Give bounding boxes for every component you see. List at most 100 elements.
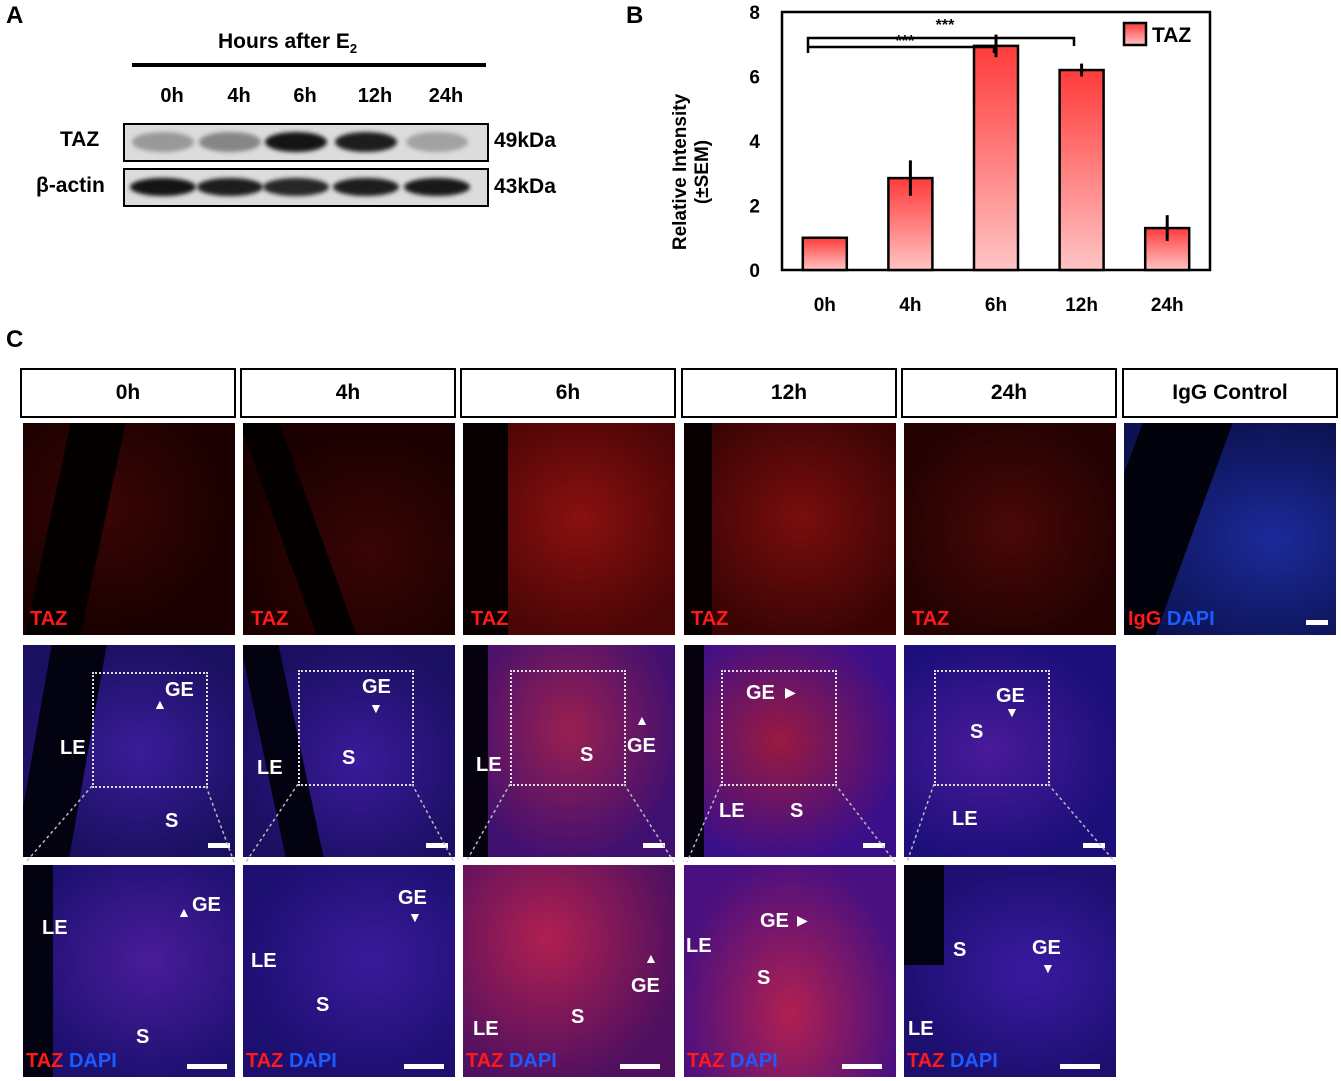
scale-bar: [620, 1064, 660, 1069]
significance-stars: ***: [896, 33, 915, 50]
s-label: S: [580, 744, 594, 766]
dapi-label: DAPI: [288, 1050, 337, 1072]
le-label: LE: [686, 935, 712, 957]
ge-label: GE: [192, 894, 221, 916]
blot-header: Hours after E2: [218, 30, 357, 56]
y-tick-label: 8: [749, 3, 760, 24]
lumen: [684, 423, 712, 635]
merge-stain-label: TAZ DAPI: [907, 1050, 998, 1073]
column-header: 0h: [20, 368, 236, 418]
taz-label: TAZ: [26, 1050, 64, 1072]
ge-label: GE: [746, 682, 775, 704]
arrowhead: ▶: [785, 684, 796, 700]
scale-bar: [643, 843, 665, 848]
taz-stain-label: TAZ: [691, 608, 729, 630]
micrograph-taz-4h: [243, 423, 455, 635]
dapi-label: DAPI: [68, 1050, 117, 1072]
blot-size-label: 43kDa: [494, 175, 556, 198]
bar-chart: 0 2 4 6 8 0h 4h 6h 12h 24h *** *** TAZ: [749, 3, 1212, 316]
le-label: LE: [719, 800, 745, 822]
merge-stain-label: TAZ DAPI: [246, 1050, 337, 1073]
le-label: LE: [251, 950, 277, 972]
legend-label: TAZ: [1152, 24, 1191, 47]
dapi-label: DAPI: [729, 1050, 778, 1072]
zoom-region-box: [510, 670, 626, 786]
bar: [1058, 68, 1105, 272]
blot-header-subscript: 2: [349, 41, 358, 57]
column-header: 4h: [240, 368, 456, 418]
micrograph-merge-0h: [23, 645, 235, 857]
blot-size-label: 49kDa: [494, 129, 556, 152]
scale-bar: [208, 843, 230, 848]
blot-band: [199, 132, 261, 152]
significance-bracket: [806, 36, 1076, 46]
lane-label: 0h: [160, 85, 184, 107]
s-label: S: [165, 810, 179, 832]
ge-label: GE: [398, 887, 427, 909]
le-label: LE: [60, 737, 86, 759]
zoom-region-box: [298, 670, 414, 786]
dapi-label: DAPI: [1166, 608, 1215, 630]
lane-label: 4h: [227, 85, 251, 107]
blot-band: [130, 178, 196, 196]
taz-stain-label: TAZ: [912, 608, 950, 630]
panel-b-letter: B: [626, 2, 644, 29]
igg-dapi-label: IgG DAPI: [1128, 608, 1215, 631]
bar: [972, 44, 1020, 272]
scale-bar: [187, 1064, 227, 1069]
lane-label: 12h: [357, 85, 393, 107]
lumen: [684, 645, 704, 857]
lumen: [23, 865, 53, 1077]
s-label: S: [757, 967, 771, 989]
micrograph-taz-0h: [23, 423, 235, 635]
column-header: 12h: [681, 368, 897, 418]
arrowhead: ▶: [797, 912, 808, 928]
lumen: [463, 645, 488, 857]
significance-stars: ***: [936, 17, 955, 34]
arrowhead: ▼: [1041, 960, 1055, 976]
ge-label: GE: [165, 679, 194, 701]
blot-header-line: [132, 63, 486, 67]
bar: [801, 236, 849, 272]
s-label: S: [316, 994, 330, 1016]
taz-blot: [123, 123, 489, 162]
ge-label: GE: [996, 685, 1025, 707]
column-header: IgG Control: [1122, 368, 1338, 418]
taz-label: TAZ: [687, 1050, 725, 1072]
taz-stain-label: TAZ: [251, 608, 289, 630]
le-label: LE: [42, 917, 68, 939]
ge-label: GE: [1032, 937, 1061, 959]
le-label: LE: [476, 754, 502, 776]
blot-band: [335, 132, 397, 152]
merge-stain-label: TAZ DAPI: [466, 1050, 557, 1073]
igg-label: IgG: [1128, 608, 1162, 630]
blot-band: [406, 132, 468, 152]
le-label: LE: [908, 1018, 934, 1040]
micrograph-zoom-4h: [243, 865, 455, 1077]
x-tick-label: 0h: [814, 295, 836, 316]
legend-swatch: [1122, 21, 1148, 47]
actin-blot: [123, 168, 489, 207]
scale-bar: [842, 1064, 882, 1069]
scale-bar: [1083, 843, 1105, 848]
scale-bar: [1060, 1064, 1100, 1069]
taz-label: TAZ: [246, 1050, 284, 1072]
micrograph-taz-12h: [684, 423, 896, 635]
micrograph-igg-control: [1124, 423, 1336, 635]
blot-row-label: TAZ: [60, 128, 100, 151]
column-header: 6h: [460, 368, 676, 418]
blot-band: [263, 178, 329, 196]
blot-band: [132, 132, 194, 152]
dapi-label: DAPI: [508, 1050, 557, 1072]
x-tick-label: 24h: [1151, 295, 1184, 316]
micrograph-taz-6h: [463, 423, 675, 635]
lumen: [463, 423, 508, 635]
taz-label: TAZ: [466, 1050, 504, 1072]
ge-label: GE: [627, 735, 656, 757]
merge-stain-label: TAZ DAPI: [26, 1050, 117, 1073]
ge-label: GE: [760, 910, 789, 932]
taz-label: TAZ: [907, 1050, 945, 1072]
lumen: [904, 865, 944, 965]
micrograph-zoom-24h: [904, 865, 1116, 1077]
